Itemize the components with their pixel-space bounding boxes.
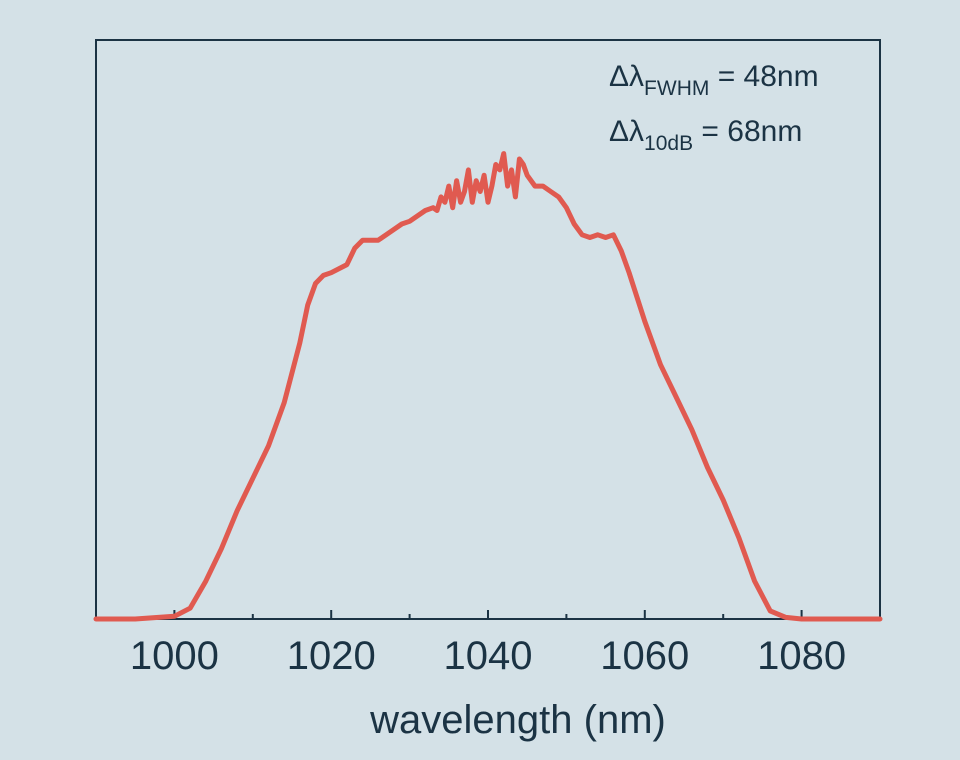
10db-annotation-subscript: 10dB bbox=[644, 132, 693, 155]
x-tick-label: 1000 bbox=[130, 634, 219, 678]
10db-annotation-value: = 68nm bbox=[693, 115, 802, 148]
x-axis-label: wavelength (nm) bbox=[369, 698, 666, 742]
fwhm-annotation-subscript: FWHM bbox=[644, 77, 709, 100]
fwhm-annotation-value: = 48nm bbox=[709, 60, 818, 93]
plot-area bbox=[95, 39, 881, 620]
x-tick-label: 1080 bbox=[757, 634, 846, 678]
spectrum-series-line bbox=[93, 151, 883, 622]
fwhm-annotation-base: Δλ bbox=[609, 60, 644, 93]
x-tick-label: 1020 bbox=[287, 634, 376, 678]
x-axis-tick-labels: 1000 1020 1040 1060 1080 bbox=[130, 634, 846, 678]
fwhm-annotation: ΔλFWHM = 48nm bbox=[609, 60, 819, 100]
x-tick-label: 1040 bbox=[444, 634, 533, 678]
x-tick-label: 1060 bbox=[600, 634, 689, 678]
10db-annotation-base: Δλ bbox=[609, 115, 644, 148]
10db-annotation: Δλ10dB = 68nm bbox=[609, 115, 802, 155]
